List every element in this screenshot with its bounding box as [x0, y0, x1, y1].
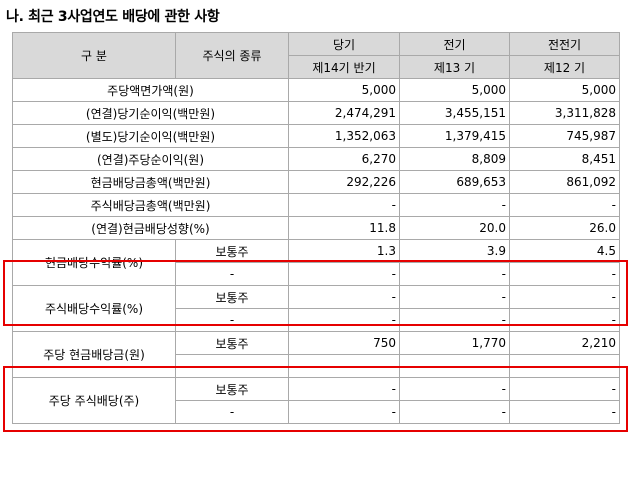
value-cell: -	[509, 377, 620, 401]
value-cell: -	[399, 377, 510, 401]
value-cell: 3,311,828	[509, 101, 620, 125]
header-gubun: 구 분	[12, 32, 176, 79]
stock-type-cell: 보통주	[175, 239, 289, 263]
header-row-1: 구 분 주식의 종류 당기 전기 전전기	[12, 32, 620, 79]
table-row: (연결)현금배당성향(%) 11.8 20.0 26.0	[12, 216, 620, 240]
group-label: 현금배당수익률(%)	[12, 239, 176, 286]
value-cell: 8,809	[399, 147, 510, 171]
value-cell: -	[288, 377, 400, 401]
table-row: (별도)당기순이익(백만원) 1,352,063 1,379,415 745,987	[12, 124, 620, 148]
table-row: ----	[13, 400, 620, 424]
value-cell: 3.9	[399, 239, 510, 263]
group-label: 주식배당수익률(%)	[12, 285, 176, 332]
row-label: 주당액면가액(원)	[12, 78, 289, 102]
value-cell: 5,000	[509, 78, 620, 102]
value-cell: -	[399, 400, 510, 424]
header-stock-type: 주식의 종류	[175, 32, 289, 79]
stock-type-cell: -	[175, 308, 289, 332]
value-cell: -	[399, 193, 510, 217]
table-row: 현금배당금총액(백만원) 292,226 689,653 861,092	[12, 170, 620, 194]
value-cell: 689,653	[399, 170, 510, 194]
table-row: 주당 주식배당(주) 보통주 - - -	[12, 377, 620, 424]
value-cell: 2,474,291	[288, 101, 400, 125]
value-cell: -	[509, 285, 620, 309]
value-cell: 1,352,063	[288, 124, 400, 148]
value-cell: 1,770	[399, 331, 510, 355]
value-cell: -	[509, 262, 620, 286]
value-cell: -	[399, 262, 510, 286]
header-period-prior2: 전전기	[509, 32, 620, 56]
value-cell: -	[509, 400, 620, 424]
value-cell: 8,451	[509, 147, 620, 171]
table-row: ----	[13, 308, 620, 332]
value-cell: -	[509, 193, 620, 217]
stock-type-cell: -	[175, 400, 289, 424]
row-label: (연결)당기순이익(백만원)	[12, 101, 289, 125]
value-cell: -	[509, 308, 620, 332]
stock-type-cell: 보통주	[175, 331, 289, 355]
value-cell: -	[288, 354, 400, 378]
value-cell: 26.0	[509, 216, 620, 240]
value-cell: 861,092	[509, 170, 620, 194]
header-period-prior: 전기	[399, 32, 510, 56]
table-row: 주식배당수익률(%) 보통주 - - -	[12, 285, 620, 332]
stock-type-cell: -	[175, 354, 289, 378]
table-row: 주당액면가액(원) 5,000 5,000 5,000	[12, 78, 620, 102]
dividend-table: 구 분 주식의 종류 당기 전기 전전기 제14기 반기 제13 기 제12 기…	[12, 32, 620, 424]
stock-type-cell: -	[175, 262, 289, 286]
value-cell: -	[288, 285, 400, 309]
value-cell: 292,226	[288, 170, 400, 194]
value-cell: 750	[288, 331, 400, 355]
row-label: (별도)당기순이익(백만원)	[12, 124, 289, 148]
table-row: (연결)주당순이익(원) 6,270 8,809 8,451	[12, 147, 620, 171]
value-cell: -	[399, 308, 510, 332]
stock-type-cell: 보통주	[175, 285, 289, 309]
section-title: 나. 최근 3사업연도 배당에 관한 사항	[6, 9, 220, 25]
row-label: (연결)현금배당성향(%)	[12, 216, 289, 240]
value-cell: 1,379,415	[399, 124, 510, 148]
value-cell: 2,210	[509, 331, 620, 355]
value-cell: -	[399, 285, 510, 309]
value-cell: 3,455,151	[399, 101, 510, 125]
header-sub-current: 제14기 반기	[288, 55, 400, 79]
value-cell: -	[288, 308, 400, 332]
value-cell: 5,000	[399, 78, 510, 102]
value-cell: -	[399, 354, 510, 378]
value-cell: 5,000	[288, 78, 400, 102]
table-row: 현금배당수익률(%) 보통주 1.3 3.9 4.5	[12, 239, 620, 286]
group-label: 주당 현금배당금(원)	[12, 331, 176, 378]
group-label: 주당 주식배당(주)	[12, 377, 176, 424]
table-row: 주식배당금총액(백만원) - - -	[12, 193, 620, 217]
table-row: (연결)당기순이익(백만원) 2,474,291 3,455,151 3,311,82…	[12, 101, 620, 125]
row-label: 현금배당금총액(백만원)	[12, 170, 289, 194]
value-cell: -	[509, 354, 620, 378]
header-row-2: 제14기 반기 제13 기 제12 기	[13, 55, 620, 79]
value-cell: -	[288, 262, 400, 286]
stock-type-cell: 보통주	[175, 377, 289, 401]
value-cell: 1.3	[288, 239, 400, 263]
table-row: 주당 현금배당금(원) 보통주 750 1,770 2,210	[12, 331, 620, 378]
value-cell: -	[288, 193, 400, 217]
row-label: (연결)주당순이익(원)	[12, 147, 289, 171]
value-cell: 6,270	[288, 147, 400, 171]
header-period-current: 당기	[288, 32, 400, 56]
value-cell: 745,987	[509, 124, 620, 148]
value-cell: 20.0	[399, 216, 510, 240]
value-cell: 11.8	[288, 216, 400, 240]
value-cell: -	[288, 400, 400, 424]
header-sub-prior: 제13 기	[399, 55, 510, 79]
row-label: 주식배당금총액(백만원)	[12, 193, 289, 217]
header-sub-prior2: 제12 기	[509, 55, 620, 79]
value-cell: 4.5	[509, 239, 620, 263]
